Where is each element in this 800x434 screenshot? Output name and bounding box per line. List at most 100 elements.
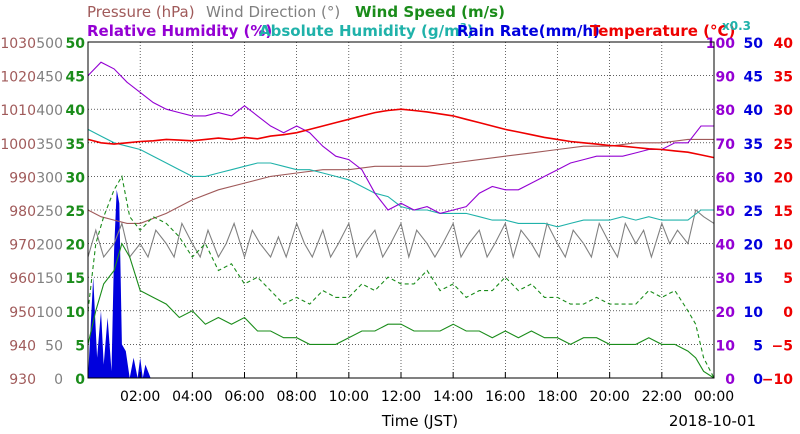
- tick-label-wind_speed: 5: [75, 338, 85, 354]
- tick-label-rel_humidity: 10: [716, 338, 736, 354]
- x-tick-label: 04:00: [172, 389, 212, 405]
- tick-label-wind_dir: 50: [45, 338, 63, 354]
- tick-label-pressure: 1000: [0, 137, 36, 153]
- tick-label-wind_speed: 30: [66, 170, 86, 186]
- tick-label-wind_speed: 45: [66, 70, 85, 86]
- series-absolute-humidity-g-m: [87, 128, 714, 228]
- tick-label-rel_humidity: 40: [716, 238, 736, 254]
- tick-label-rain_rate: 10: [744, 305, 764, 321]
- series-wind-speed-gust-line: [87, 174, 715, 379]
- tick-label-pressure: 1030: [0, 36, 36, 52]
- x-tick-label: 18:00: [537, 389, 577, 405]
- series-wind-direction-line: [87, 208, 715, 260]
- series-relative-humidity: [87, 61, 714, 214]
- series-temperature-c: [87, 108, 715, 159]
- tick-label-wind_dir: 450: [36, 70, 63, 86]
- tick-label-rel_humidity: 80: [716, 103, 736, 119]
- legend-title-pressure: Pressure (hPa): [87, 3, 195, 21]
- tick-label-temperature: 35: [774, 70, 793, 86]
- series-wind-speed-m-s: [87, 242, 715, 379]
- tick-label-wind_speed: 10: [66, 305, 86, 321]
- tick-label-wind_dir: 400: [36, 103, 63, 119]
- left-axes: 9309409509609709809901000101010201030050…: [0, 36, 85, 388]
- tick-label-rel_humidity: 30: [716, 271, 736, 287]
- tick-label-rain_rate: 30: [744, 170, 764, 186]
- x-tick-label: 14:00: [433, 389, 473, 405]
- tick-label-pressure: 980: [9, 204, 36, 220]
- tick-label-pressure: 960: [9, 271, 36, 287]
- legend-title-wind_speed: Wind Speed (m/s): [355, 3, 505, 21]
- x-tick-label: 12:00: [381, 389, 421, 405]
- series-wind-speed-gust: [87, 174, 715, 379]
- series-pressure-hpa: [87, 138, 714, 224]
- tick-label-pressure: 970: [9, 238, 36, 254]
- tick-label-rel_humidity: 90: [716, 70, 736, 86]
- x-axis: 02:00 04:00 06:00 08:00 10:00 12:00 14:00 16:00…: [120, 372, 734, 405]
- tick-label-temperature: 20: [774, 170, 794, 186]
- tick-label-rain_rate: 25: [744, 204, 763, 220]
- x-tick-label: 20:00: [589, 389, 629, 405]
- tick-label-wind_speed: 20: [66, 238, 86, 254]
- right-axes: 0102030405060708090100051015202530354045…: [706, 36, 793, 388]
- tick-label-temperature: 30: [774, 103, 794, 119]
- legend-title-abs-humidity: Absolute Humidity (g/m3): [259, 22, 474, 40]
- tick-label-pressure: 930: [9, 372, 36, 388]
- x-tick-label: 06:00: [224, 389, 264, 405]
- tick-label-wind_dir: 250: [36, 204, 63, 220]
- tick-label-rain_rate: 45: [744, 70, 763, 86]
- tick-label-wind_dir: 0: [54, 372, 63, 388]
- tick-label-temperature: 10: [774, 238, 794, 254]
- x-tick-label: 02:00: [120, 389, 160, 405]
- x-tick-label: 08:00: [276, 389, 316, 405]
- series-layer: [87, 61, 715, 379]
- tick-label-rel_humidity: 20: [716, 305, 736, 321]
- series-wind-speed-m-s-line: [87, 242, 715, 379]
- tick-label-rain_rate: 0: [753, 372, 763, 388]
- tick-label-rain_rate: 15: [744, 271, 763, 287]
- tick-label-rel_humidity: 0: [725, 372, 735, 388]
- series-wind-direction: [87, 208, 715, 260]
- chart-header: Pressure (hPa) Wind Direction (°) Wind Spe…: [87, 3, 751, 40]
- tick-label-wind_speed: 40: [66, 103, 86, 119]
- series-relative-humidity-line: [87, 61, 714, 214]
- tick-label-rain_rate: 50: [744, 36, 764, 52]
- tick-label-temperature: 0: [783, 305, 793, 321]
- tick-label-rain_rate: 5: [753, 338, 763, 354]
- legend-title-wind_dir: Wind Direction (°): [206, 3, 340, 21]
- x-tick-label: 00:00: [694, 389, 734, 405]
- tick-label-temperature: 40: [774, 36, 794, 52]
- tick-label-rel_humidity: 60: [716, 170, 736, 186]
- tick-label-pressure: 940: [9, 338, 36, 354]
- tick-label-wind_speed: 25: [66, 204, 85, 220]
- legend-title-temperature: Temperature (°C): [590, 22, 735, 40]
- tick-label-wind_dir: 150: [36, 271, 63, 287]
- tick-label-rel_humidity: 70: [716, 137, 736, 153]
- x-tick-label: 22:00: [642, 389, 682, 405]
- x-axis-title: Time (JST): [381, 412, 458, 430]
- tick-label-pressure: 990: [9, 170, 36, 186]
- tick-label-wind_dir: 300: [36, 170, 63, 186]
- tick-label-wind_speed: 15: [66, 271, 85, 287]
- tick-label-temperature: −10: [762, 372, 793, 388]
- series-absolute-humidity-g-m-line: [87, 128, 714, 228]
- tick-label-rain_rate: 40: [744, 103, 764, 119]
- series-pressure-hpa-line: [87, 138, 714, 224]
- tick-label-wind_dir: 350: [36, 137, 63, 153]
- x-tick-label: 10:00: [329, 389, 369, 405]
- tick-label-rel_humidity: 100: [706, 36, 735, 52]
- tick-label-rel_humidity: 50: [716, 204, 736, 220]
- tick-label-wind_dir: 100: [36, 305, 63, 321]
- tick-label-pressure: 1010: [0, 103, 36, 119]
- abs-humidity-scale-note: x0.3: [722, 19, 751, 33]
- legend-title-rain-rate: Rain Rate(mm/h): [457, 22, 600, 40]
- tick-label-temperature: 25: [774, 137, 793, 153]
- tick-label-wind_speed: 35: [66, 137, 85, 153]
- tick-label-temperature: 15: [774, 204, 793, 220]
- tick-label-pressure: 950: [9, 305, 36, 321]
- tick-label-temperature: 5: [783, 271, 793, 287]
- tick-label-temperature: −5: [772, 338, 793, 354]
- tick-label-wind_dir: 200: [36, 238, 63, 254]
- grid-lines: [88, 42, 714, 378]
- tick-label-wind_dir: 500: [36, 36, 63, 52]
